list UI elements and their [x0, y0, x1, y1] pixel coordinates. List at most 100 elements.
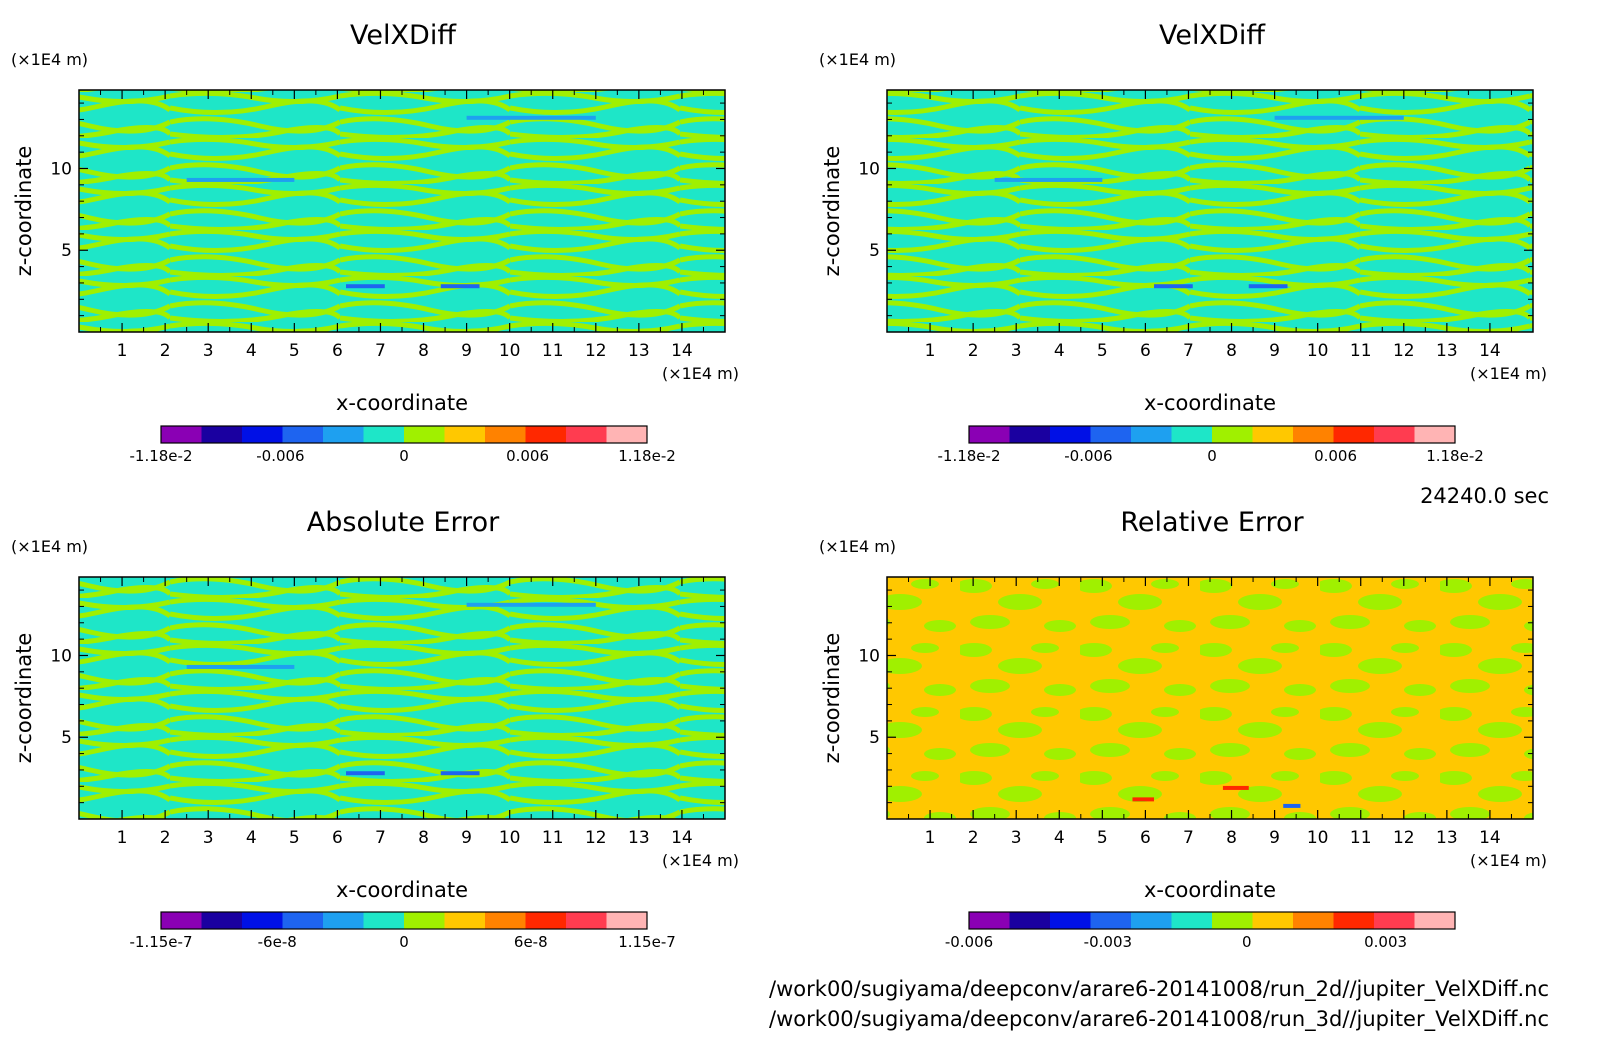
x-tick-label: 3 — [203, 828, 214, 848]
x-tick-label: 4 — [1054, 828, 1065, 848]
x-tick-label: 7 — [1183, 341, 1194, 361]
x-tick-label: 11 — [542, 341, 564, 361]
colorbar-swatch — [566, 912, 607, 929]
y-tick-label: 5 — [869, 241, 880, 261]
x-tick-label: 11 — [542, 828, 564, 848]
x-tick-label: 13 — [628, 341, 650, 361]
colorbar-label: -0.006 — [1064, 447, 1112, 465]
colorbar-label: 1.18e-2 — [1426, 447, 1484, 465]
colorbar-label: 0 — [399, 447, 409, 465]
colorbar: -1.18e-2 -0.006 0 0.006 1.18e-2 — [938, 425, 1484, 465]
colorbar-swatch — [1212, 426, 1253, 443]
y-tick-label: 5 — [61, 728, 72, 748]
x-tick-label: 8 — [1226, 341, 1237, 361]
field-feature-0 — [1132, 797, 1155, 802]
field-feature-1 — [440, 771, 480, 776]
heatmap-field — [887, 90, 1533, 332]
chart-title: Absolute Error — [307, 507, 500, 538]
time-label: 24240.0 sec — [1420, 484, 1549, 508]
y-tick-label: 10 — [858, 646, 880, 666]
y-unit-label: (×1E4 m) — [819, 537, 896, 556]
colorbar: -1.15e-7 -6e-8 0 6e-8 1.15e-7 — [130, 911, 676, 951]
chart-panel-2: VelXDiff(×1E4 m)1 2 3 4 5 6 7 8 9 10 11 12 13 14510(×… — [819, 20, 1547, 465]
colorbar-label: 0.006 — [1314, 447, 1357, 465]
colorbar-swatch — [525, 912, 567, 929]
field-feature-2 — [1283, 803, 1301, 808]
field-feature-0 — [346, 284, 385, 289]
x-tick-label: 13 — [1436, 341, 1458, 361]
colorbar-frame — [160, 425, 648, 444]
x-tick-label: 2 — [968, 341, 979, 361]
x-tick-label: 1 — [925, 828, 936, 848]
x-tick-label: 4 — [1054, 341, 1065, 361]
x-unit-label: (×1E4 m) — [662, 364, 739, 383]
x-tick-label: 7 — [375, 341, 386, 361]
file-path-2: /work00/sugiyama/deepconv/arare6-2014100… — [769, 1007, 1549, 1032]
colorbar-swatch — [404, 912, 445, 929]
x-tick-label: 13 — [628, 828, 650, 848]
chart-panel-3: Absolute Error(×1E4 m)1 2 3 4 5 6 7 8 9 10 11 12 13 1… — [11, 507, 739, 951]
colorbar-swatch — [1131, 912, 1172, 929]
heatmap-field — [79, 90, 725, 332]
heatmap-field — [887, 577, 1533, 819]
x-tick-label: 5 — [1097, 341, 1108, 361]
x-axis-label: x-coordinate — [1144, 878, 1276, 902]
x-tick-label: 14 — [1479, 341, 1501, 361]
colorbar-swatch — [1009, 912, 1051, 929]
x-tick-label: 2 — [160, 828, 171, 848]
y-axis-label: z-coordinate — [820, 146, 844, 277]
colorbar-swatch — [201, 426, 243, 443]
x-tick-label: 6 — [1140, 341, 1151, 361]
colorbar-swatch — [485, 426, 526, 443]
x-tick-label: 11 — [1350, 828, 1372, 848]
x-tick-label: 7 — [375, 828, 386, 848]
x-tick-label: 12 — [1393, 828, 1415, 848]
y-tick-label: 5 — [61, 241, 72, 261]
colorbar-swatch — [1212, 912, 1253, 929]
heatmap-field — [79, 577, 725, 819]
colorbar-swatch — [1333, 426, 1375, 443]
x-tick-label: 1 — [925, 341, 936, 361]
colorbar: -1.18e-2 -0.006 0 0.006 1.18e-2 — [130, 425, 676, 465]
field-feature-2 — [466, 602, 596, 607]
colorbar-label: -1.15e-7 — [130, 933, 193, 951]
colorbar-swatch — [161, 912, 202, 929]
colorbar-swatch — [1009, 426, 1051, 443]
x-axis-label: x-coordinate — [1144, 391, 1276, 415]
colorbar-label: 1.15e-7 — [618, 933, 676, 951]
y-tick-label: 5 — [869, 728, 880, 748]
x-tick-label: 8 — [418, 828, 429, 848]
colorbar-label: -0.006 — [256, 447, 304, 465]
x-unit-label: (×1E4 m) — [662, 851, 739, 870]
chart-panel-1: VelXDiff(×1E4 m)1 2 3 4 5 6 7 8 9 10 11 12 13 14510(×… — [11, 20, 739, 465]
x-tick-label: 3 — [1011, 828, 1022, 848]
colorbar-swatch — [323, 426, 364, 443]
colorbar-swatch — [282, 426, 324, 443]
colorbar-swatch — [1374, 426, 1415, 443]
colorbar-swatch — [485, 912, 526, 929]
colorbar-swatch — [323, 912, 364, 929]
x-tick-label: 2 — [968, 828, 979, 848]
colorbar-swatch — [1333, 912, 1375, 929]
field-feature-1 — [440, 284, 480, 289]
colorbar-label: 6e-8 — [514, 933, 548, 951]
colorbar-label: 0 — [1242, 933, 1252, 951]
y-axis-label: z-coordinate — [820, 633, 844, 764]
y-unit-label: (×1E4 m) — [819, 50, 896, 69]
colorbar-label: -6e-8 — [258, 933, 297, 951]
x-tick-label: 9 — [1269, 341, 1280, 361]
panels: VelXDiff(×1E4 m)1 2 3 4 5 6 7 8 9 10 11 12 13 14510(×… — [11, 20, 1547, 951]
colorbar-swatch — [282, 912, 324, 929]
x-tick-label: 5 — [1097, 828, 1108, 848]
colorbar-swatch — [1090, 426, 1132, 443]
x-tick-label: 9 — [461, 341, 472, 361]
y-tick-label: 10 — [50, 159, 72, 179]
colorbar-label: 0 — [1207, 447, 1217, 465]
colorbar-swatch — [566, 426, 607, 443]
colorbar-swatch — [242, 426, 283, 443]
x-tick-label: 8 — [418, 341, 429, 361]
colorbar-swatch — [363, 912, 405, 929]
x-tick-label: 8 — [1226, 828, 1237, 848]
colorbar-label: 0 — [399, 933, 409, 951]
colorbar-swatch — [1252, 426, 1294, 443]
